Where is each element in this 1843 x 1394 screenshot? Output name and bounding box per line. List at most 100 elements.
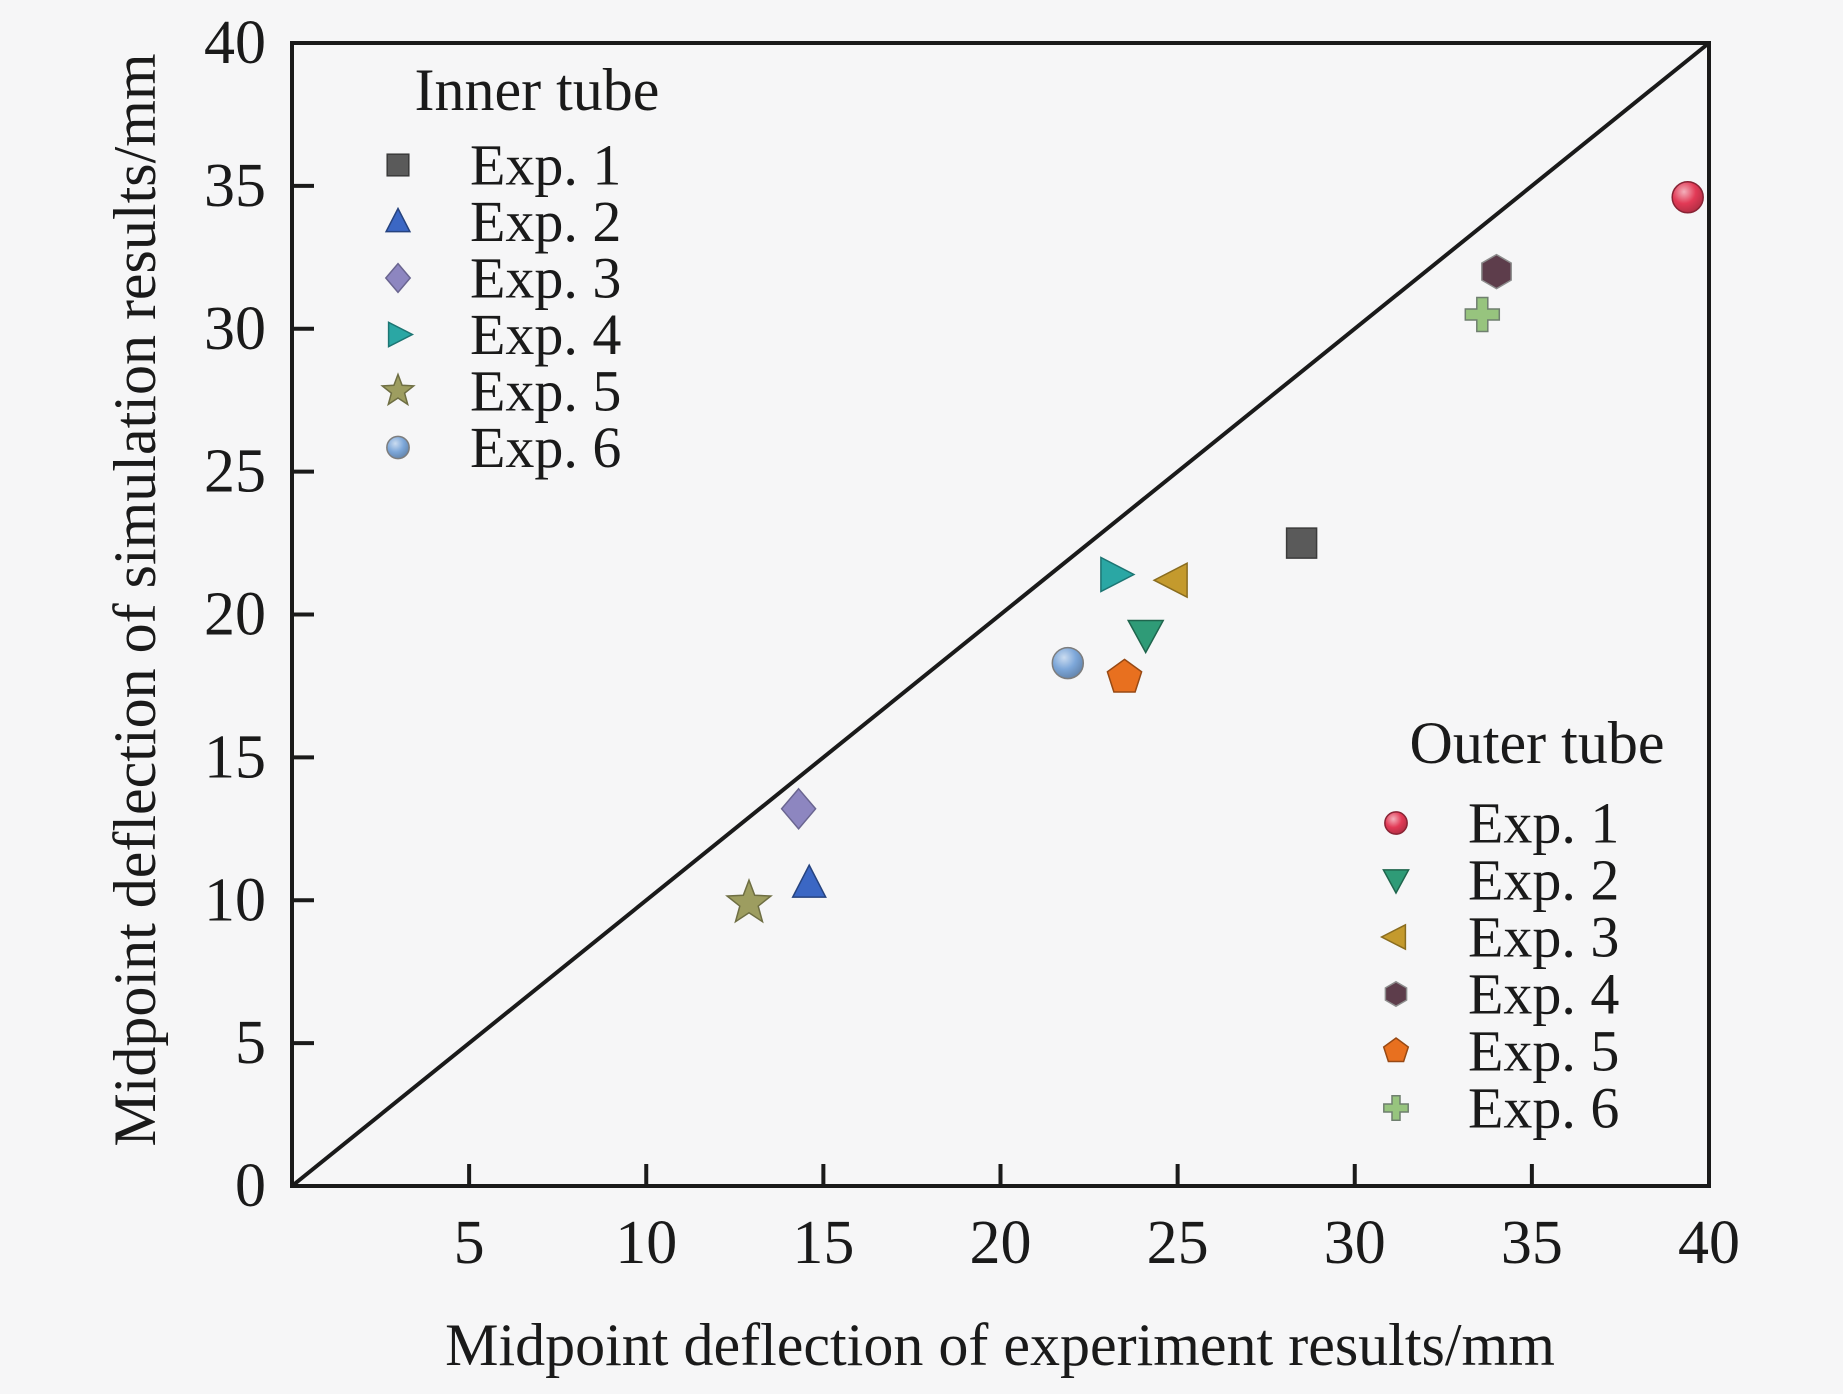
legend-marker-star-icon (380, 372, 416, 407)
y-tick-label: 35 (204, 152, 266, 220)
plot-frame (290, 41, 1711, 1188)
legend-label: Exp. 3 (1468, 905, 1619, 970)
legend-item-outer-2: Exp. 2 (1382, 848, 1619, 913)
data-point-inner-exp-4-shape (1100, 556, 1136, 593)
legend-item-inner-5: Exp. 5 (380, 359, 621, 424)
data-point-inner-exp-3 (780, 787, 817, 830)
y-tick-label: 30 (204, 295, 266, 363)
legend-item-outer-4: Exp. 4 (1384, 962, 1619, 1027)
legend-marker-sphere-icon-shape (386, 435, 410, 460)
legend-marker-triangle-down-icon (1382, 869, 1410, 895)
data-point-outer-exp-6-shape (1464, 296, 1501, 333)
data-point-outer-exp-4-shape (1481, 253, 1512, 290)
legend-marker-sphere-icon (386, 435, 410, 460)
y-tick-label: 15 (204, 723, 266, 791)
legend-marker-square-icon (386, 153, 410, 177)
data-point-outer-exp-4 (1481, 253, 1512, 290)
legend-label: Exp. 5 (1468, 1019, 1619, 1084)
data-point-inner-exp-2-shape (791, 863, 827, 898)
legend-item-inner-4: Exp. 4 (387, 302, 621, 367)
legend-label: Exp. 6 (470, 415, 621, 480)
data-point-inner-exp-5-shape (725, 877, 773, 924)
legend-label: Exp. 1 (1468, 791, 1619, 856)
y-tick-label: 40 (204, 9, 266, 77)
legend-label: Exp. 6 (1468, 1076, 1619, 1141)
legend-marker-circle-icon (1384, 811, 1408, 835)
data-point-inner-exp-2 (791, 863, 827, 898)
y-tick-label: 10 (204, 866, 266, 934)
x-axis-title: Midpoint deflection of experiment result… (445, 1312, 1555, 1378)
x-tick-label: 35 (1501, 1209, 1563, 1277)
legend-marker-plus-icon-shape (1383, 1095, 1409, 1121)
legend-marker-triangle-up-icon (384, 206, 412, 233)
legend-label: Exp. 3 (470, 246, 621, 311)
identity-line (290, 41, 1711, 1188)
legend-marker-circle-icon-shape (1384, 811, 1408, 835)
legend-item-inner-3: Exp. 3 (384, 246, 621, 311)
legend-item-outer-1: Exp. 1 (1384, 791, 1619, 856)
legend-marker-hexagon-icon-shape (1384, 980, 1408, 1008)
legend-marker-pentagon-icon (1382, 1037, 1410, 1063)
legend-item-inner-2: Exp. 2 (384, 189, 621, 254)
legend-marker-triangle-up-icon-shape (384, 206, 412, 233)
legend-marker-star-icon-shape (380, 372, 416, 407)
y-axis-title: Midpoint deflection of simulation result… (102, 53, 168, 1146)
legend-title-outer: Outer tube (1410, 710, 1665, 776)
legend-marker-square-icon-shape (386, 153, 410, 177)
data-point-layer (725, 181, 1704, 924)
data-point-inner-exp-4 (1100, 556, 1136, 593)
data-point-outer-exp-3 (1152, 561, 1188, 599)
legend-marker-hexagon-icon (1384, 980, 1408, 1008)
legend-marker-triangle-right-icon (387, 321, 415, 348)
data-point-inner-exp-6-shape (1051, 646, 1085, 680)
y-tick-label: 25 (204, 438, 266, 506)
x-tick-label: 30 (1324, 1209, 1386, 1277)
legend-label: Exp. 4 (470, 302, 621, 367)
legend-marker-triangle-left-icon-shape (1379, 923, 1407, 951)
x-tick-label: 40 (1678, 1209, 1740, 1277)
legend-label: Exp. 5 (470, 359, 621, 424)
legend-label: Exp. 1 (470, 133, 621, 198)
x-tick-label: 15 (792, 1209, 854, 1277)
legend-item-outer-3: Exp. 3 (1379, 905, 1619, 970)
legend-marker-triangle-right-icon-shape (387, 321, 415, 348)
data-point-inner-exp-5 (725, 877, 773, 924)
legend-item-inner-1: Exp. 1 (386, 133, 621, 198)
legend-marker-plus-icon (1383, 1095, 1409, 1121)
data-point-inner-exp-1 (1285, 527, 1318, 559)
data-point-outer-exp-1-shape (1671, 181, 1704, 214)
legend-label: Exp. 4 (1468, 962, 1619, 1027)
legend-marker-diamond-icon (384, 262, 412, 294)
x-tick-label: 20 (970, 1209, 1032, 1277)
data-point-outer-exp-3-shape (1152, 561, 1188, 599)
x-tick-label: 25 (1147, 1209, 1209, 1277)
data-point-inner-exp-3-shape (780, 787, 817, 830)
legend-item-outer-5: Exp. 5 (1382, 1019, 1619, 1084)
y-tick-label: 0 (235, 1152, 266, 1220)
data-point-inner-exp-1-shape (1285, 527, 1318, 559)
legend-marker-triangle-down-icon-shape (1382, 869, 1410, 895)
legend-item-outer-6: Exp. 6 (1383, 1076, 1619, 1141)
data-point-outer-exp-5-shape (1106, 658, 1143, 693)
x-tick-label: 5 (454, 1209, 485, 1277)
data-point-inner-exp-6 (1051, 646, 1085, 680)
data-point-outer-exp-6 (1464, 296, 1501, 333)
legend-title-inner: Inner tube (415, 57, 660, 123)
x-tick-label: 10 (615, 1209, 677, 1277)
legend-marker-diamond-icon-shape (384, 262, 412, 294)
legend-marker-pentagon-icon-shape (1382, 1037, 1410, 1063)
legend-item-inner-6: Exp. 6 (386, 415, 621, 480)
y-tick-label: 5 (235, 1009, 266, 1077)
identity-line-layer (290, 41, 1711, 1188)
legend-label: Exp. 2 (470, 189, 621, 254)
data-point-outer-exp-2 (1126, 619, 1165, 655)
legend-marker-triangle-left-icon (1379, 923, 1407, 951)
data-point-outer-exp-5 (1106, 658, 1143, 693)
axis-tick-layer: 5 10 15 20 25 30 35 40 0 5 10 15 20 25 30 35 40 (204, 9, 1740, 1277)
data-point-outer-exp-2-shape (1126, 619, 1165, 655)
